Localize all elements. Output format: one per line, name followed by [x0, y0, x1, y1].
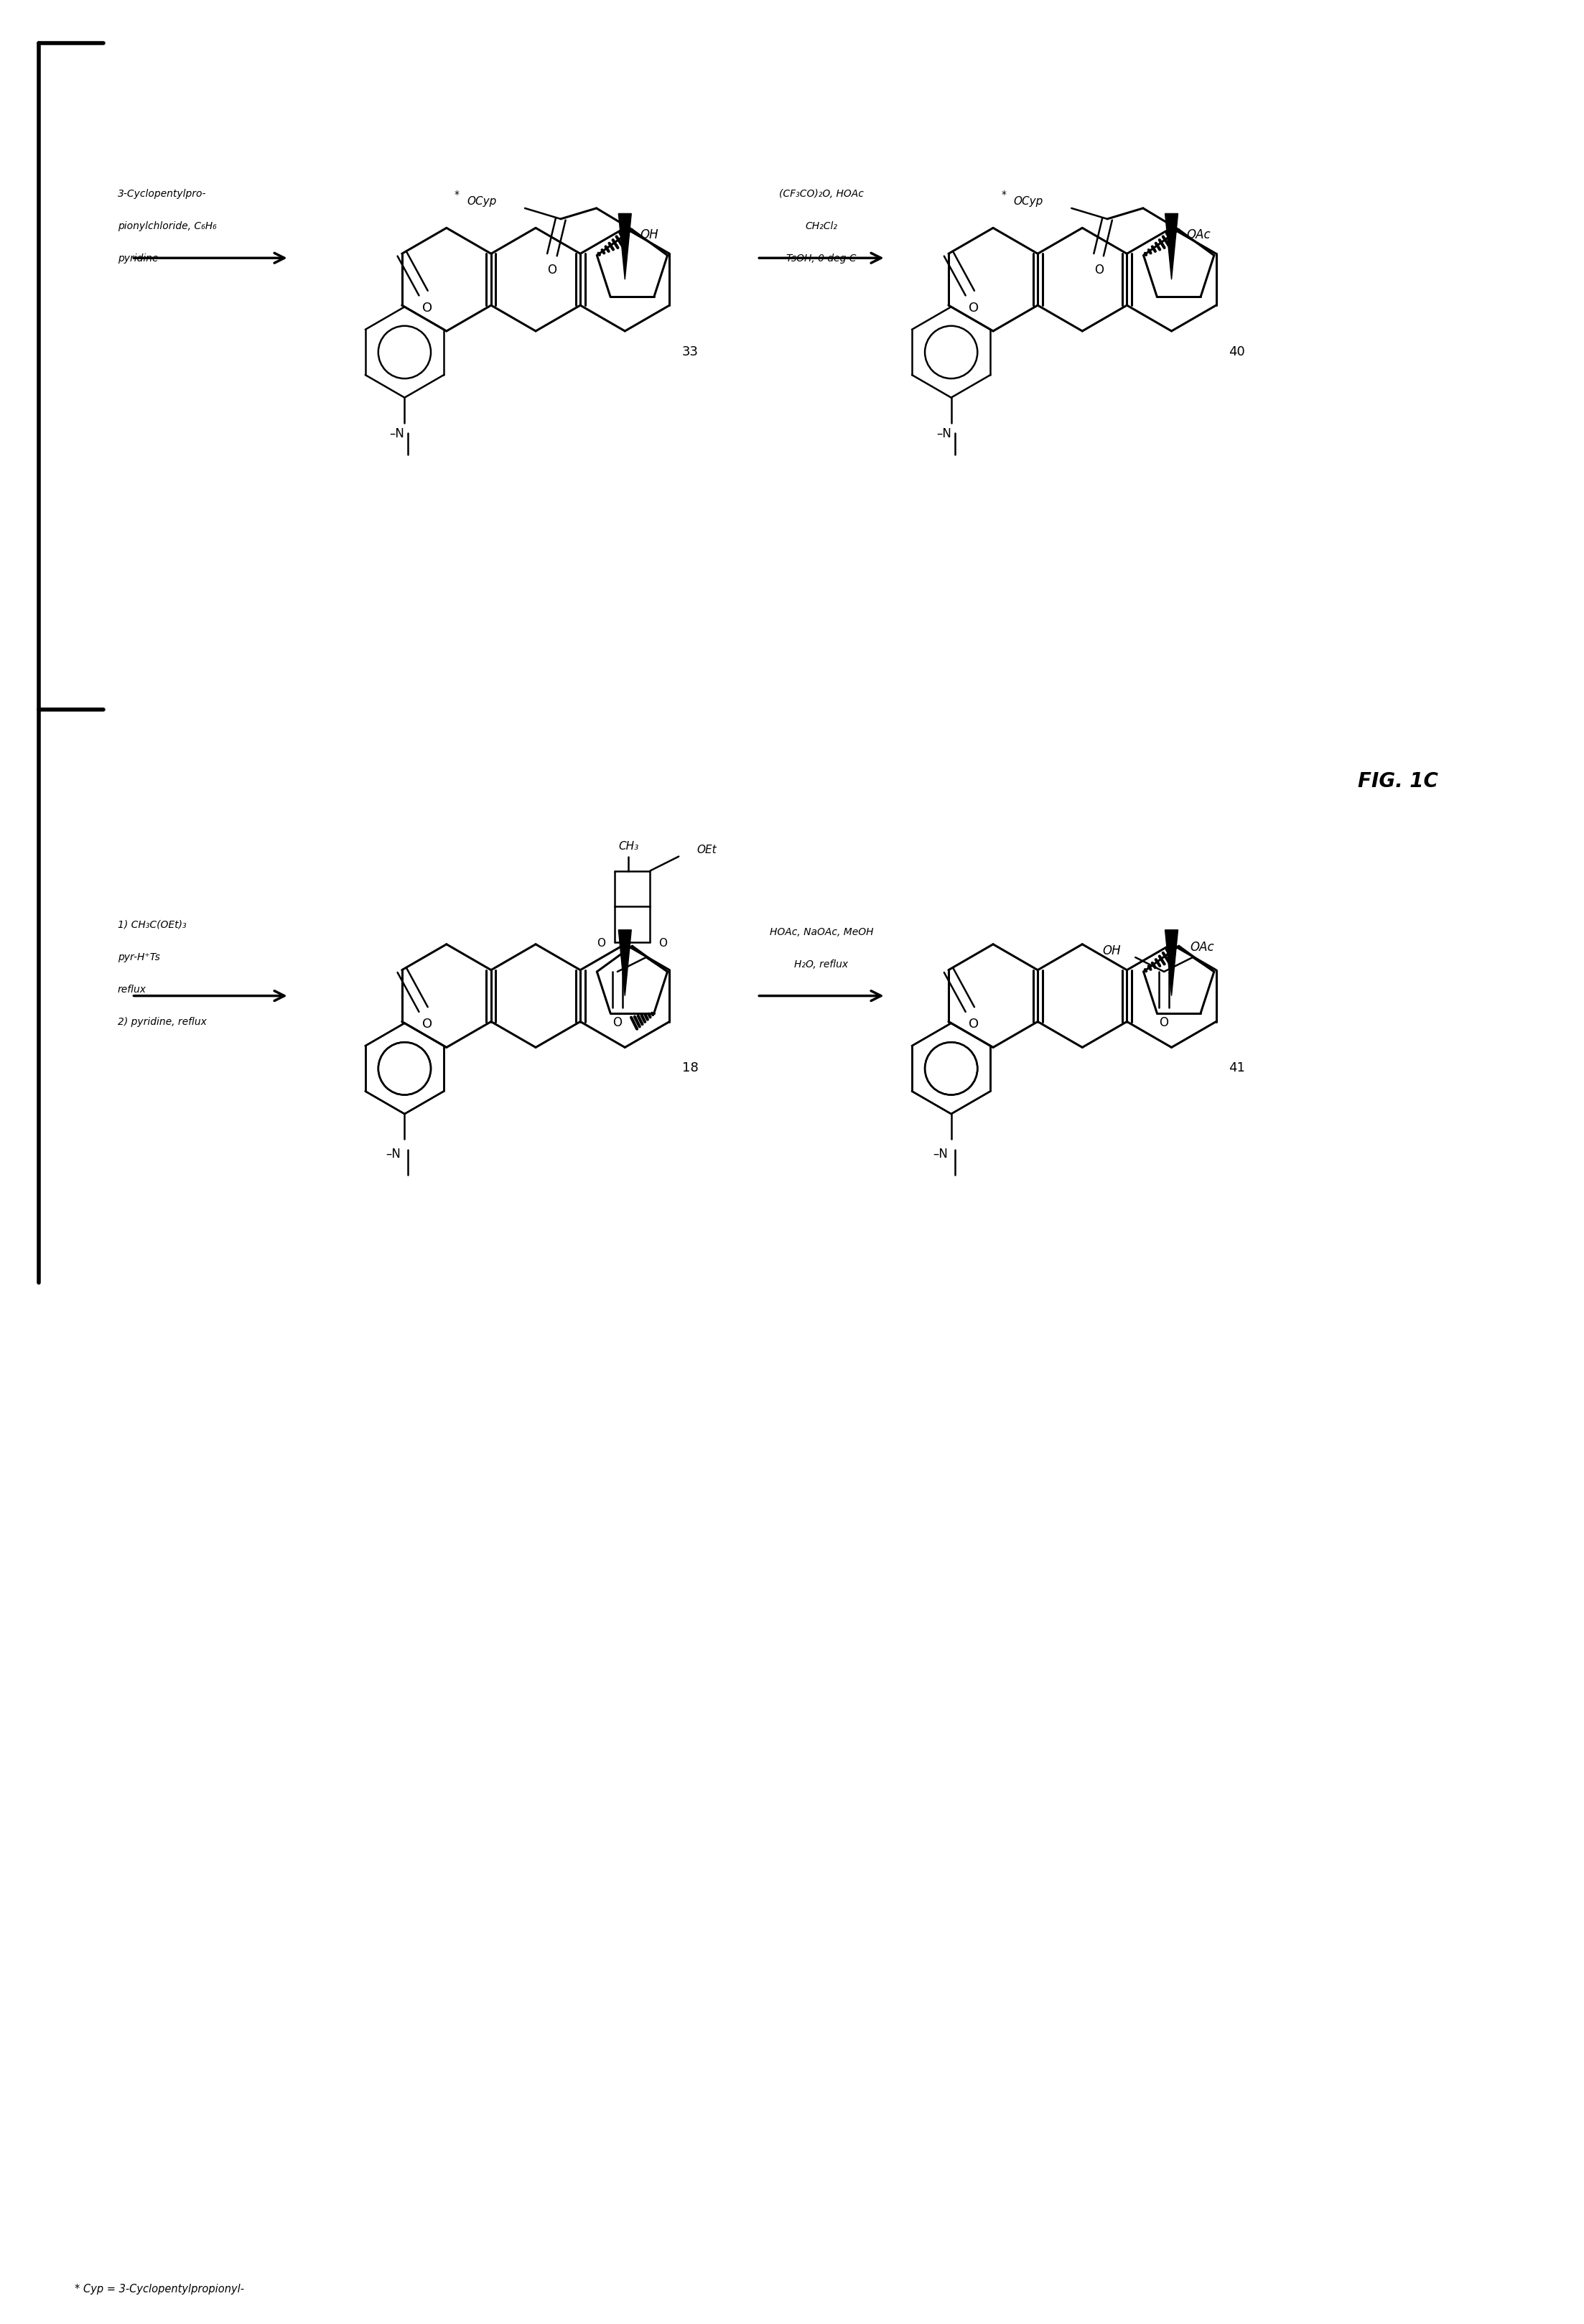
Text: OAc: OAc	[1190, 941, 1215, 953]
Text: O: O	[597, 937, 605, 948]
Text: OEt: OEt	[697, 844, 716, 855]
Text: pionylchloride, C₆H₆: pionylchloride, C₆H₆	[117, 221, 217, 232]
Text: (CF₃CO)₂O, HOAc: (CF₃CO)₂O, HOAc	[779, 188, 863, 200]
Text: OCyp: OCyp	[1014, 195, 1042, 207]
Text: –N: –N	[390, 428, 404, 442]
Text: TsOH, 0 deg C: TsOH, 0 deg C	[786, 253, 857, 263]
Text: HOAc, NaOAc, MeOH: HOAc, NaOAc, MeOH	[770, 927, 873, 937]
Text: H₂O, reflux: H₂O, reflux	[795, 960, 849, 969]
Text: O: O	[968, 1018, 979, 1030]
Text: 40: 40	[1229, 346, 1245, 358]
Text: FIG. 1C: FIG. 1C	[1357, 772, 1438, 792]
Text: 3-Cyclopentylpro-: 3-Cyclopentylpro-	[117, 188, 206, 200]
Text: 18: 18	[683, 1062, 699, 1074]
Text: –N: –N	[936, 428, 950, 442]
Text: O: O	[548, 263, 556, 277]
Polygon shape	[1166, 214, 1178, 281]
Text: O: O	[421, 1018, 432, 1030]
Text: O: O	[421, 302, 432, 314]
Text: O: O	[613, 1016, 623, 1030]
Text: CH₃: CH₃	[618, 841, 638, 851]
Text: CH₂Cl₂: CH₂Cl₂	[805, 221, 838, 232]
Text: –N: –N	[933, 1148, 947, 1160]
Text: pyr-H⁺Ts: pyr-H⁺Ts	[117, 953, 160, 962]
Text: 41: 41	[1229, 1062, 1245, 1074]
Text: 1) CH₃C(OEt)₃: 1) CH₃C(OEt)₃	[117, 920, 185, 930]
Text: 33: 33	[683, 346, 699, 358]
Text: –N: –N	[386, 1148, 401, 1160]
Text: O: O	[659, 937, 667, 948]
Text: pyridine: pyridine	[117, 253, 158, 263]
Text: reflux: reflux	[117, 983, 146, 995]
Polygon shape	[1166, 930, 1178, 997]
Polygon shape	[618, 930, 632, 997]
Text: *: *	[1001, 191, 1006, 200]
Text: O: O	[968, 302, 979, 314]
Text: * Cyp = 3-Cyclopentylpropionyl-: * Cyp = 3-Cyclopentylpropionyl-	[74, 2284, 244, 2294]
Text: 2) pyridine, reflux: 2) pyridine, reflux	[117, 1016, 206, 1027]
Text: O: O	[1159, 1016, 1169, 1030]
Text: *: *	[455, 191, 459, 200]
Polygon shape	[618, 214, 632, 281]
Text: OH: OH	[640, 228, 659, 242]
Text: OH: OH	[1102, 944, 1121, 957]
Text: O: O	[1095, 263, 1104, 277]
Text: OAc: OAc	[1186, 228, 1210, 242]
Text: OCyp: OCyp	[467, 195, 496, 207]
